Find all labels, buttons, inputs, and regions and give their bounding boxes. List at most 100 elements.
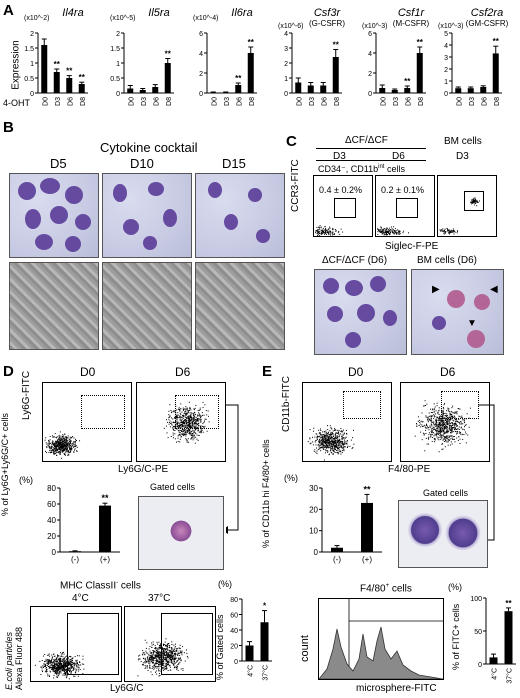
event-dot [335,436,337,438]
event-dot [440,428,442,430]
event-dot [455,412,457,414]
event-dot [325,442,327,444]
event-dot [48,662,50,664]
event-dot [150,660,152,662]
event-dot [318,226,320,228]
event-dot [162,656,164,658]
event-dot [187,425,189,427]
event-dot [183,432,185,434]
significance-mark: ** [505,599,512,608]
y-tick-label: 60 [230,613,238,620]
event-dot [189,415,191,417]
event-dot [63,450,65,452]
event-dot [61,439,63,441]
event-dot [451,435,453,437]
event-dot [59,662,61,664]
event-dot [185,406,187,408]
event-dot [398,231,400,233]
event-dot [396,232,398,234]
event-dot [67,435,69,437]
event-dot [438,425,440,427]
event-dot [51,663,53,665]
event-dot [172,428,174,430]
chart-title: Il4ra [62,7,83,19]
event-dot [56,442,58,444]
event-dot [59,441,61,443]
event-dot [157,655,159,657]
event-dot [165,666,167,668]
event-dot [339,450,341,452]
event-dot [318,228,320,230]
event-dot [449,418,451,420]
event-dot [190,438,192,440]
event-dot [186,441,188,443]
event-dot [184,660,186,662]
event-dot [420,420,422,422]
event-dot [344,437,346,439]
event-dot [176,649,178,651]
panel-e-ylabel3: % of FITC+ cells [451,603,461,670]
event-dot [436,402,438,404]
event-dot [333,441,335,443]
event-dot [451,416,453,418]
event-dot [74,675,76,677]
event-dot [163,652,165,654]
event-dot [177,429,179,431]
event-dot [457,408,459,410]
event-dot [138,655,140,657]
event-dot [167,660,169,662]
event-dot [444,432,446,434]
event-dot [186,433,188,435]
event-dot [54,666,56,668]
event-dot [55,454,57,456]
event-dot [34,664,36,666]
event-dot [189,418,191,420]
y-tick-label: 20 [47,532,56,541]
event-dot [321,434,323,436]
event-dot [448,410,450,412]
event-dot [442,429,444,431]
event-dot [52,442,54,444]
event-dot [331,443,333,445]
event-dot [181,433,183,435]
event-dot [177,421,179,423]
event-dot [334,433,336,435]
event-dot [342,442,344,444]
y-tick-label: 100 [470,596,482,603]
event-dot [162,651,164,653]
event-dot [155,657,157,659]
y-tick-label: 0 [52,548,57,557]
event-dot [54,658,56,660]
event-dot [172,434,174,436]
event-dot [179,412,181,414]
event-dot [55,446,57,448]
significance-mark: ** [54,60,61,69]
event-dot [328,435,330,437]
event-dot [337,436,339,438]
event-dot [436,416,438,418]
event-dot [456,232,458,234]
event-dot [339,451,341,453]
facs-c-bm [437,175,497,237]
event-dot [473,197,475,199]
event-dot [329,438,331,440]
event-dot [66,675,68,677]
event-dot [56,669,58,671]
event-dot [64,660,66,662]
y-tick-label: 0 [234,659,238,666]
event-dot [181,421,183,423]
event-dot [47,663,49,665]
event-dot [447,418,449,420]
event-dot [333,233,335,235]
event-dot [146,652,148,654]
event-dot [57,654,59,656]
x-tick-label: D6 [481,97,488,106]
event-dot [57,669,59,671]
event-dot [336,437,338,439]
event-dot [65,663,67,665]
event-dot [151,654,153,656]
event-dot [186,409,188,411]
y-tick-label: 80 [47,484,56,493]
event-dot [456,428,458,430]
